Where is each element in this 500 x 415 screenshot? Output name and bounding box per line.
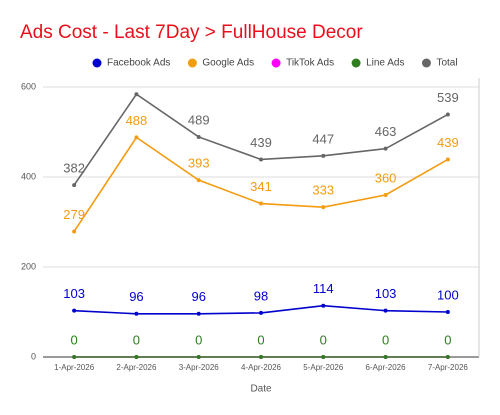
point [196, 355, 201, 359]
point [196, 178, 201, 183]
data-label: 103 [375, 286, 397, 301]
data-label: 489 [188, 112, 210, 127]
data-label: 447 [312, 131, 334, 146]
legend-label: TikTok Ads [286, 58, 334, 69]
point [72, 308, 77, 313]
point [134, 355, 139, 359]
point [445, 310, 450, 314]
data-label: 100 [437, 287, 459, 302]
point [383, 146, 388, 151]
legend-marker [187, 58, 197, 68]
y-tick-label: 200 [21, 261, 36, 271]
data-label: 0 [444, 332, 451, 347]
point [134, 92, 139, 97]
legend-label: Total [436, 58, 457, 69]
x-tick-label: 3-Apr-2026 [179, 363, 220, 372]
point [72, 355, 77, 359]
x-tick-label: 6-Apr-2026 [366, 363, 407, 372]
point [445, 157, 450, 162]
data-label: 114 [313, 281, 334, 296]
data-label: 0 [320, 332, 327, 347]
data-label: 393 [188, 156, 210, 171]
data-label: 439 [437, 135, 459, 150]
x-tick-label: 7-Apr-2026 [428, 363, 469, 372]
data-label: 0 [382, 332, 389, 347]
point [321, 153, 326, 158]
data-label: 0 [195, 332, 202, 347]
data-label: 279 [63, 207, 85, 222]
point [445, 355, 450, 359]
chart-title: Ads Cost - Last 7Day > FullHouse Decor [20, 22, 363, 43]
data-label: 463 [375, 124, 397, 139]
point [321, 205, 326, 210]
data-label: 0 [71, 332, 78, 347]
legend-marker [351, 58, 361, 68]
data-label: 96 [191, 289, 205, 304]
x-tick-label: 2-Apr-2026 [116, 363, 157, 372]
point [383, 355, 388, 359]
point [383, 308, 388, 313]
point [134, 311, 139, 316]
data-label: 0 [133, 332, 140, 347]
legend-label: Line Ads [366, 58, 404, 69]
x-axis-label: Date [250, 384, 272, 395]
x-tick-label: 5-Apr-2026 [303, 363, 344, 372]
data-label: 0 [257, 332, 264, 347]
legend-marker [271, 58, 281, 68]
legend-label: Facebook Ads [107, 58, 170, 69]
data-label: 96 [129, 289, 143, 304]
point [259, 201, 263, 206]
y-tick-label: 600 [21, 81, 36, 91]
data-label: 439 [250, 135, 272, 150]
point [445, 112, 450, 117]
data-label: 382 [63, 161, 85, 176]
x-tick-label: 4-Apr-2026 [241, 363, 282, 372]
point [72, 183, 77, 188]
point [383, 193, 388, 197]
point [321, 355, 326, 359]
legend-label: Google Ads [202, 58, 254, 69]
y-tick-label: 400 [21, 171, 36, 181]
point [259, 355, 263, 359]
data-label: 98 [254, 288, 268, 303]
data-label: 360 [375, 170, 397, 185]
data-label: 103 [63, 286, 85, 301]
point [321, 303, 326, 308]
data-label: 539 [437, 90, 459, 105]
y-tick-label: 0 [31, 351, 36, 361]
data-label: 488 [126, 113, 148, 128]
point [72, 229, 77, 234]
legend-marker [92, 58, 102, 68]
point [259, 310, 263, 315]
point [259, 157, 263, 162]
legend-marker [421, 58, 431, 68]
point [134, 135, 139, 140]
point [196, 311, 201, 316]
data-label: 341 [250, 179, 272, 194]
point [196, 134, 201, 139]
x-tick-label: 1-Apr-2026 [54, 363, 95, 372]
data-label: 333 [312, 183, 334, 198]
